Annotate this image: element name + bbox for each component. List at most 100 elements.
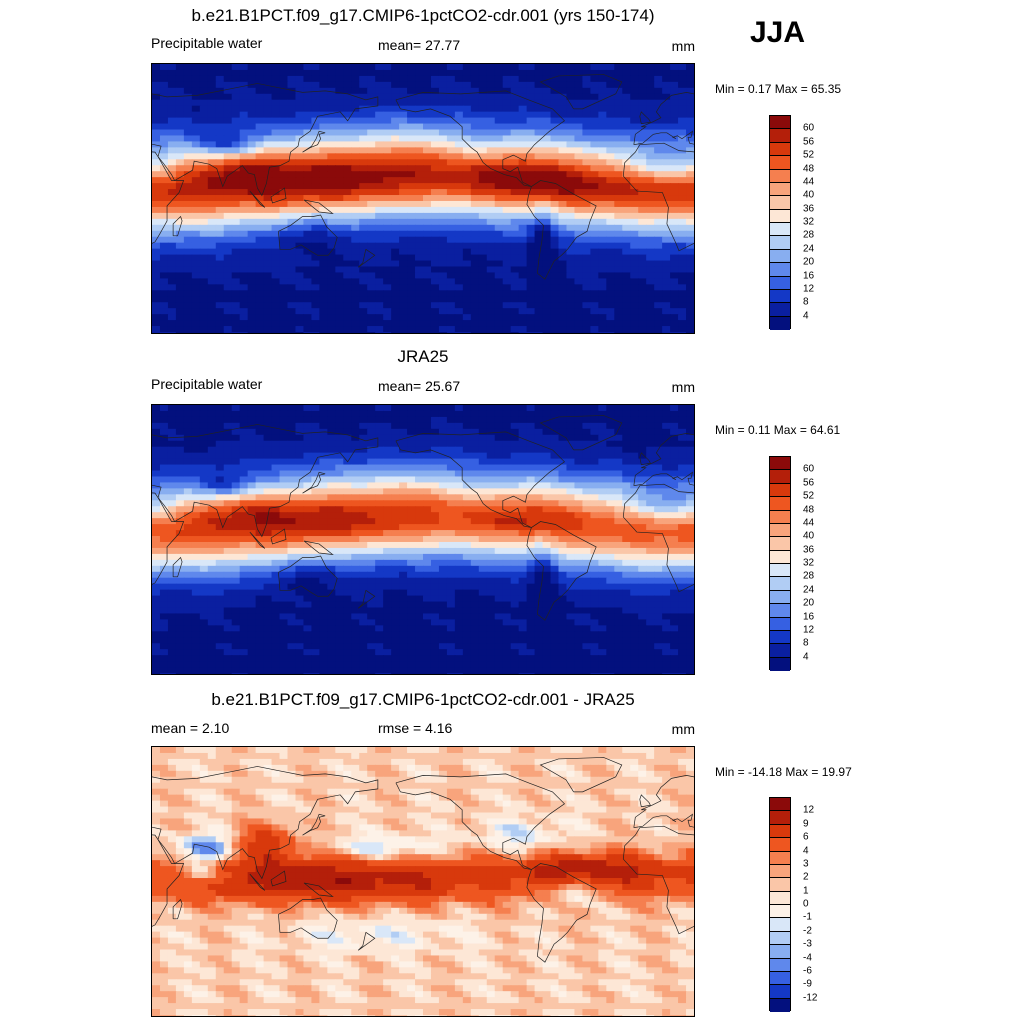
field-cell	[375, 254, 384, 262]
field-cell	[175, 547, 185, 555]
field-cell	[359, 75, 368, 83]
field-cell	[622, 302, 631, 309]
field-cell	[470, 422, 480, 430]
field-cell	[207, 206, 217, 214]
coastline	[270, 187, 287, 204]
field-cell	[399, 464, 408, 472]
field-cell	[295, 494, 305, 501]
field-cell	[606, 446, 615, 454]
field-cell	[383, 314, 392, 321]
field-cell	[686, 302, 694, 309]
field-cell	[367, 105, 376, 113]
field-cell	[375, 290, 384, 297]
field-cell	[152, 141, 161, 148]
field-cell	[255, 536, 265, 543]
field-cell	[295, 320, 305, 327]
field-cell	[303, 541, 313, 549]
field-cell	[152, 470, 161, 478]
field-cell	[391, 153, 400, 160]
field-cell	[375, 320, 384, 327]
field-cell	[590, 512, 599, 519]
field-cell	[590, 470, 599, 478]
field-cell	[311, 530, 320, 537]
field-cell	[430, 254, 440, 262]
field-cell	[199, 123, 209, 131]
colorbar-tick-label: 20	[803, 256, 815, 268]
field-cell	[152, 81, 161, 89]
field-cell	[399, 470, 408, 478]
field-cell	[239, 500, 249, 507]
field-cell	[446, 111, 456, 119]
field-cell	[335, 440, 344, 448]
field-cell	[566, 224, 576, 232]
field-cell	[231, 230, 241, 238]
field-cell	[542, 248, 552, 256]
field-cell	[199, 272, 209, 280]
field-cell	[191, 87, 201, 95]
field-cell	[566, 165, 576, 172]
field-cell	[566, 171, 576, 178]
field-cell	[542, 434, 552, 442]
field-cell	[191, 488, 201, 495]
field-cell	[518, 206, 528, 214]
field-cell	[486, 494, 496, 501]
field-cell	[191, 64, 201, 71]
colorbar-tick-label: 40	[803, 189, 815, 201]
field-cell	[343, 206, 352, 214]
field-cell	[223, 165, 233, 172]
field-cell	[430, 512, 440, 519]
field-cell	[662, 224, 671, 232]
field-cell	[502, 230, 512, 238]
field-cell	[407, 320, 416, 327]
field-cell	[598, 272, 607, 280]
field-cell	[295, 524, 305, 531]
field-cell	[558, 470, 568, 478]
field-cell	[311, 488, 320, 495]
field-cell	[678, 290, 687, 297]
field-cell	[494, 278, 504, 285]
field-cell	[646, 111, 655, 119]
field-cell	[470, 254, 480, 262]
field-cell	[534, 470, 544, 478]
field-cell	[367, 278, 376, 285]
field-cell	[582, 105, 591, 113]
field-cell	[263, 147, 273, 154]
field-cell	[159, 464, 169, 472]
field-cell	[423, 153, 432, 160]
field-cell	[359, 547, 368, 555]
field-cell	[207, 177, 217, 184]
field-cell	[391, 218, 400, 226]
field-cell	[486, 553, 496, 561]
field-cell	[152, 326, 161, 333]
field-cell	[550, 224, 560, 232]
field-cell	[478, 117, 488, 125]
field-cell	[367, 440, 376, 448]
field-cell	[510, 75, 520, 83]
field-cell	[462, 183, 472, 190]
field-cell	[295, 248, 305, 256]
field-cell	[438, 524, 448, 531]
field-cell	[191, 320, 201, 327]
field-cell	[287, 278, 297, 285]
field-cell	[375, 135, 384, 143]
field-cell	[566, 547, 576, 555]
field-cell	[438, 189, 448, 196]
field-cell	[191, 147, 201, 154]
field-cell	[239, 278, 249, 285]
field-cell	[199, 332, 209, 333]
field-cell	[494, 64, 504, 71]
field-cell	[263, 81, 273, 89]
field-cell	[574, 224, 584, 232]
field-cell	[654, 177, 663, 184]
field-cell	[630, 506, 639, 513]
field-cell	[383, 260, 392, 268]
field-cell	[359, 410, 368, 418]
field-cell	[622, 183, 631, 190]
field-cell	[303, 87, 313, 95]
field-cell	[630, 536, 639, 543]
field-cell	[462, 416, 472, 424]
field-cell	[359, 296, 368, 303]
field-cell	[319, 153, 328, 160]
field-cell	[526, 488, 536, 495]
field-cell	[183, 452, 193, 460]
